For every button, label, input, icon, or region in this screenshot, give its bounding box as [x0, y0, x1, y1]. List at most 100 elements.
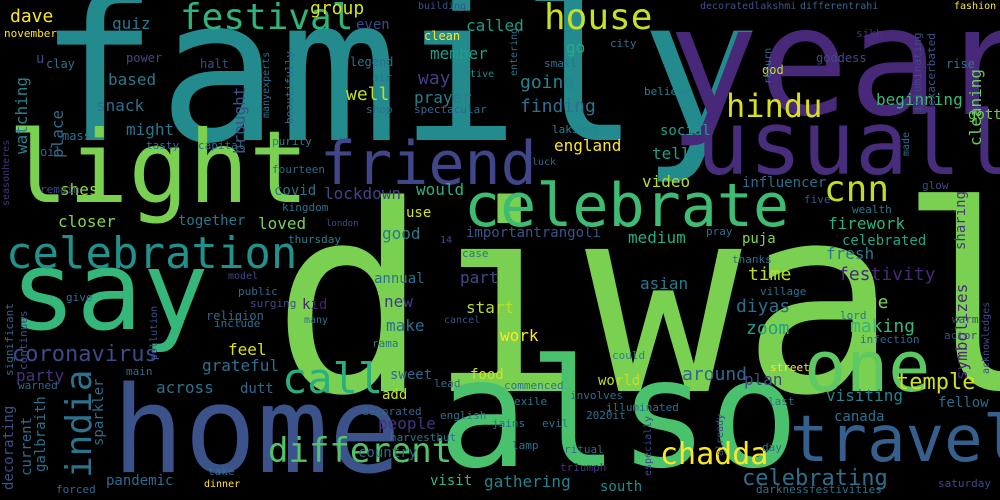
word: sharing: [953, 190, 969, 250]
word: celebrate: [464, 171, 790, 241]
word: video: [642, 172, 691, 191]
word: jains: [492, 417, 526, 430]
word: canada: [834, 409, 885, 425]
word: covid: [274, 183, 317, 199]
word: watching: [12, 76, 31, 154]
word: include: [214, 317, 261, 330]
word: sparkler: [91, 378, 107, 446]
word: decorated: [362, 405, 422, 418]
word: clean: [424, 29, 461, 43]
word: might: [126, 120, 175, 139]
word: lamp: [512, 439, 539, 452]
word: current: [19, 416, 35, 476]
word: visit: [430, 473, 473, 489]
word: coronavirus: [12, 342, 158, 367]
word: firework: [828, 214, 906, 233]
word: year: [668, 0, 1000, 150]
word: saturday: [938, 477, 991, 490]
word: illuminating: [911, 32, 924, 112]
word: festivity: [838, 264, 936, 285]
word: based: [108, 70, 157, 89]
word: street: [770, 361, 810, 374]
word: decoratedlakshmi: [700, 1, 797, 12]
word: annual: [374, 271, 425, 287]
word: around: [682, 364, 748, 385]
word: say: [10, 227, 209, 355]
word: puja: [742, 231, 776, 247]
word: one: [804, 326, 931, 408]
word: could: [612, 349, 646, 362]
word: loved: [258, 214, 307, 233]
word: friend: [320, 129, 537, 199]
word: mass: [62, 129, 91, 143]
word: acknowledges: [981, 301, 992, 374]
word: day: [762, 441, 782, 454]
word: building: [418, 1, 467, 12]
word: continues: [17, 310, 30, 370]
word: village: [760, 285, 807, 298]
word: seasonheres: [1, 139, 12, 206]
word: party: [16, 366, 65, 385]
word: decorating: [1, 405, 17, 490]
word: model: [228, 271, 259, 282]
word: together: [178, 213, 246, 229]
word: light: [8, 109, 310, 226]
word: feel: [228, 340, 267, 359]
word: making: [850, 316, 916, 337]
word: sweet: [390, 367, 433, 383]
word: oil: [40, 145, 62, 159]
word: believe: [644, 85, 691, 98]
word: sikh: [856, 27, 883, 40]
word: capital: [198, 139, 245, 152]
word: visiting: [826, 386, 904, 405]
word: dinner: [204, 479, 241, 490]
word: food: [470, 367, 504, 383]
word: add: [382, 387, 408, 403]
word: beginning: [876, 90, 963, 109]
word: go: [566, 38, 586, 57]
word: 2020it: [586, 409, 626, 422]
word: member: [430, 44, 488, 63]
word: take: [208, 465, 235, 478]
word: forced: [56, 483, 96, 496]
word: lockdown: [324, 184, 402, 203]
word: thursday: [288, 233, 341, 246]
word: celebrated: [842, 233, 927, 249]
word: social: [660, 123, 711, 139]
word: illuminated: [606, 401, 679, 414]
word: made: [901, 131, 912, 156]
word: asian: [640, 274, 689, 293]
word: small: [544, 57, 578, 70]
word: lakshmi: [552, 123, 599, 136]
word: u: [36, 51, 45, 67]
word: main: [126, 365, 153, 378]
word: especially: [643, 415, 654, 476]
word: way: [418, 68, 451, 89]
word: people: [378, 414, 436, 433]
word: evil: [542, 417, 569, 430]
word: pandemic: [106, 473, 174, 489]
word: closer: [58, 212, 116, 231]
word: chadda: [660, 437, 769, 472]
word: surging: [250, 297, 297, 310]
word: shop: [366, 103, 393, 116]
word: halt: [200, 57, 229, 71]
word: quiz: [112, 14, 151, 33]
word: make: [386, 316, 425, 335]
word: remain: [40, 183, 80, 196]
word: dutt: [240, 381, 274, 397]
word: celebration: [6, 228, 298, 279]
word: country: [358, 445, 418, 461]
word: english: [440, 409, 487, 422]
word: rise: [946, 57, 975, 71]
word: cnn: [824, 169, 890, 210]
word: warm: [952, 313, 979, 326]
word: diyas: [736, 296, 791, 317]
word: beautifully: [283, 51, 296, 124]
word: ritual: [564, 443, 604, 456]
word: group: [310, 0, 365, 19]
word: infection: [860, 333, 920, 346]
word: home: [112, 362, 401, 500]
word: many: [304, 315, 329, 326]
